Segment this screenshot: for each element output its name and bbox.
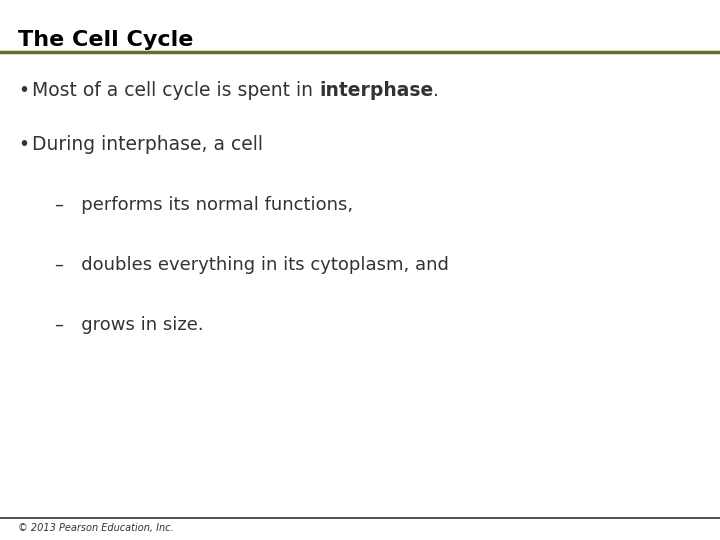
Text: .: . (433, 80, 439, 99)
Text: © 2013 Pearson Education, Inc.: © 2013 Pearson Education, Inc. (18, 523, 174, 533)
Text: Most of a cell cycle is spent in: Most of a cell cycle is spent in (32, 80, 319, 99)
Text: interphase: interphase (319, 80, 433, 99)
Text: •: • (18, 80, 29, 99)
Text: The Cell Cycle: The Cell Cycle (18, 30, 194, 50)
Text: –   grows in size.: – grows in size. (55, 316, 204, 334)
Text: During interphase, a cell: During interphase, a cell (32, 136, 263, 154)
Text: –   doubles everything in its cytoplasm, and: – doubles everything in its cytoplasm, a… (55, 256, 449, 274)
Text: •: • (18, 136, 29, 154)
Text: –   performs its normal functions,: – performs its normal functions, (55, 196, 353, 214)
